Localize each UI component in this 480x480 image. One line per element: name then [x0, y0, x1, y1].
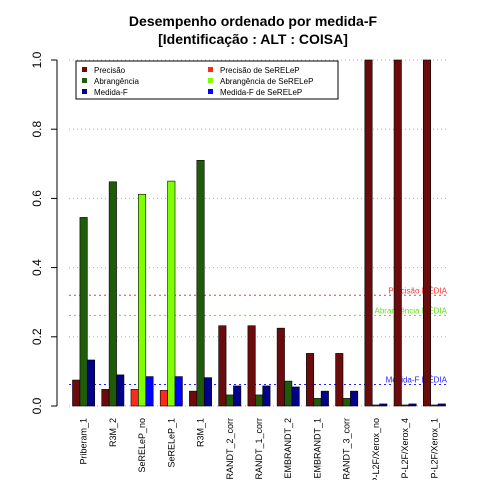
mean-line-label: Medida-F MÉDIA: [386, 376, 448, 385]
bar: [276, 327, 285, 407]
bar: [247, 325, 256, 407]
bar: [174, 376, 183, 407]
bar: [130, 389, 139, 407]
bar: [320, 390, 329, 407]
mean-line-label: Precisão MÉDIA: [388, 286, 447, 295]
legend-swatch: [82, 78, 87, 83]
x-tick-label: EMBRANDT_1_corr: [254, 418, 264, 480]
bar: [393, 59, 402, 407]
legend-swatch: [82, 67, 87, 72]
legend-swatch: [82, 89, 87, 94]
bar: [138, 193, 147, 407]
bar: [371, 404, 380, 407]
y-tick-label: 0.8: [30, 121, 44, 138]
bar: [233, 385, 242, 407]
x-tick-label: Priberam_1: [79, 418, 89, 465]
legend-label: Abrangência: [94, 77, 139, 86]
legend-box: [75, 60, 339, 100]
x-tick-labels: Priberam_1 R3M_2 SeRELeP_no SeRELeP_1 R3M_1 E…: [79, 418, 440, 480]
legend: Precisão Abrangência Medida-F Precisão de S…: [75, 60, 339, 100]
x-tick-label: SeRELeP_no: [137, 418, 147, 473]
x-tick-label: EMBRANDT_2: [283, 418, 293, 479]
bar: [313, 398, 322, 407]
bar: [342, 398, 351, 407]
y-axis: 0.0 0.2 0.4 0.6 0.8 1.0: [30, 51, 58, 414]
legend-label: Medida-F: [94, 88, 128, 97]
bar: [437, 403, 446, 407]
bar: [379, 403, 388, 407]
bar: [284, 380, 293, 407]
bar: [291, 386, 300, 407]
x-tick-label: EMBRANDT_3_corr: [342, 418, 352, 480]
bar: [408, 403, 417, 407]
y-tick-label: 0.2: [30, 328, 44, 345]
mean-line-label: Abrangência MÉDIA: [375, 306, 448, 315]
legend-label: Precisão de SeRELeP: [220, 66, 300, 75]
y-tick-label: 0.0: [30, 397, 44, 414]
bar: [262, 385, 271, 407]
x-tick-label: P-L2F/Xerox_1: [429, 418, 439, 479]
y-tick-label: 0.6: [30, 190, 44, 207]
y-tick-label: 0.4: [30, 259, 44, 276]
bar: [422, 59, 431, 407]
legend-swatch: [208, 67, 213, 72]
x-tick-label: R3M_1: [196, 418, 206, 447]
bar: [72, 379, 81, 407]
grid-lines: [69, 59, 449, 407]
legend-swatch: [208, 89, 213, 94]
bar: [145, 376, 154, 407]
bar: [116, 374, 125, 407]
chart-subtitle: [Identificação : ALT : COISA]: [158, 31, 348, 47]
bar: [108, 181, 117, 407]
bar: [101, 389, 110, 407]
bar: [167, 180, 176, 407]
bar: [79, 217, 88, 407]
x-tick-label: P-L2F/Xerox_no: [371, 418, 381, 480]
chart-title: Desempenho ordenado por medida-F: [129, 13, 378, 29]
bar: [196, 160, 205, 407]
bar: [254, 394, 264, 407]
x-tick-label: EMBRANDT_1: [312, 418, 322, 479]
legend-label: Abrangência de SeRELeP: [220, 77, 313, 86]
bar: [306, 353, 315, 407]
bar: [203, 377, 212, 407]
bar: [350, 390, 359, 407]
bar: [335, 353, 344, 407]
bar: [159, 390, 168, 407]
x-tick-label: SeRELeP_1: [166, 418, 176, 468]
bar: [87, 359, 96, 407]
bar: [430, 404, 439, 407]
reference-lines: Precisão MÉDIA Abrangência MÉDIA Medida-F …: [69, 286, 449, 386]
bar: [189, 390, 198, 407]
x-tick-label: R3M_2: [108, 418, 118, 447]
bar: [225, 394, 234, 407]
bar: [401, 404, 410, 407]
bar: [218, 325, 227, 407]
legend-label: Precisão: [94, 66, 126, 75]
legend-label: Medida-F de SeRELeP: [220, 88, 302, 97]
legend-swatch: [208, 78, 213, 83]
x-tick-label: EMBRANDT_2_corr: [225, 418, 235, 480]
y-tick-label: 1.0: [30, 51, 44, 68]
bar: [364, 59, 373, 407]
x-tick-label: P-L2F/Xerox_4: [400, 418, 410, 479]
bars: [72, 59, 446, 407]
